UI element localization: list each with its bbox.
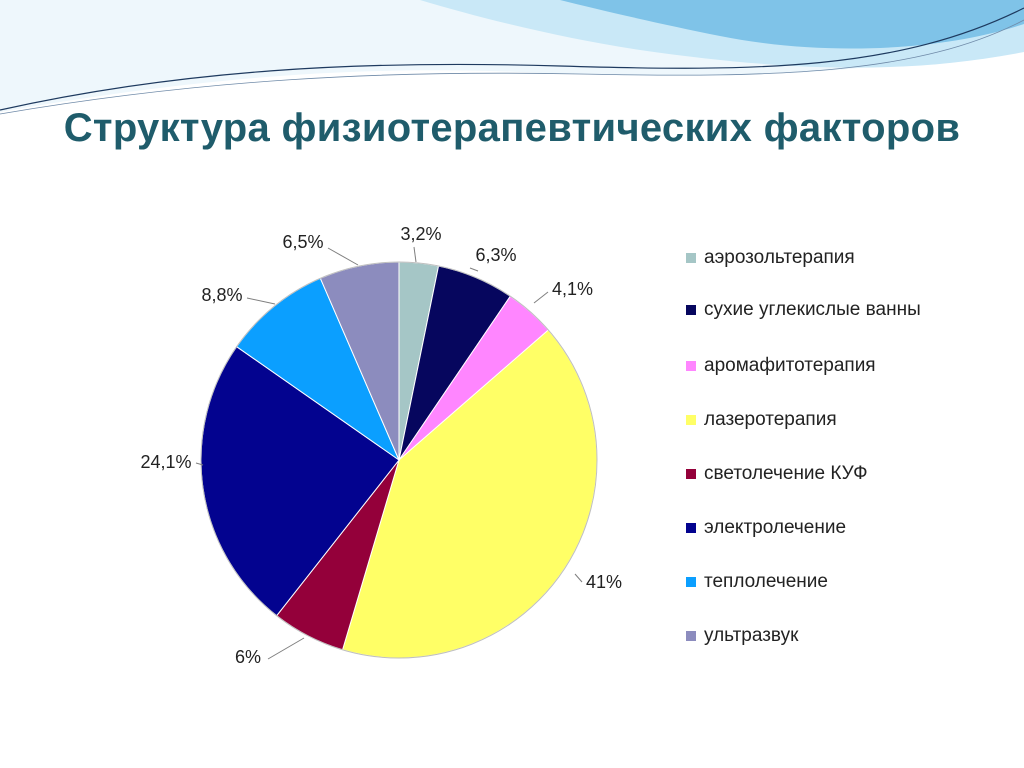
leader-line [267, 637, 305, 660]
leader-line [469, 267, 479, 272]
data-label: 41% [586, 572, 622, 592]
leader-line [246, 297, 276, 305]
legend-swatch [686, 361, 696, 371]
legend-item: электролечение [686, 516, 926, 540]
legend-label: лазеротерапия [704, 409, 837, 430]
legend-label: аэрозольтерапия [704, 247, 855, 268]
legend-swatch [686, 577, 696, 587]
legend-label: сухие углекислые ванны [704, 299, 921, 320]
legend-swatch [686, 523, 696, 533]
data-label: 24,1% [140, 452, 191, 472]
legend-label: теплолечение [704, 571, 828, 592]
legend-swatch [686, 415, 696, 425]
legend-item: аромафитотерапия [686, 354, 926, 378]
legend-swatch [686, 253, 696, 263]
leader-line [413, 246, 417, 263]
header-wave-decoration [0, 0, 1024, 115]
data-label: 6% [235, 647, 261, 667]
legend-swatch [686, 631, 696, 641]
legend-item: аэрозольтерапия [686, 246, 926, 270]
pie-outline [200, 261, 598, 659]
legend-item: ультразвук [686, 624, 926, 648]
data-label: 3,2% [400, 224, 441, 244]
legend-item: лазеротерапия [686, 408, 926, 432]
data-label: 6,5% [282, 232, 323, 252]
legend-label: электролечение [704, 517, 847, 538]
data-label: 4,1% [552, 279, 593, 299]
leader-line [327, 247, 359, 266]
legend-label: светолечение КУФ [704, 463, 868, 484]
legend-item: светолечение КУФ [686, 462, 926, 486]
legend-item: теплолечение [686, 570, 926, 594]
legend-swatch [686, 469, 696, 479]
legend-swatch [686, 305, 696, 315]
leader-line [195, 462, 204, 466]
data-label: 8,8% [201, 285, 242, 305]
leader-line [574, 573, 583, 583]
slide-title: Структура физиотерапевтических факторов [63, 106, 961, 150]
legend-label: аромафитотерапия [704, 355, 876, 376]
leader-line [533, 291, 549, 304]
data-label: 6,3% [475, 245, 516, 265]
legend-item: сухие углекислые ванны [686, 298, 926, 322]
legend-label: ультразвук [704, 625, 799, 646]
